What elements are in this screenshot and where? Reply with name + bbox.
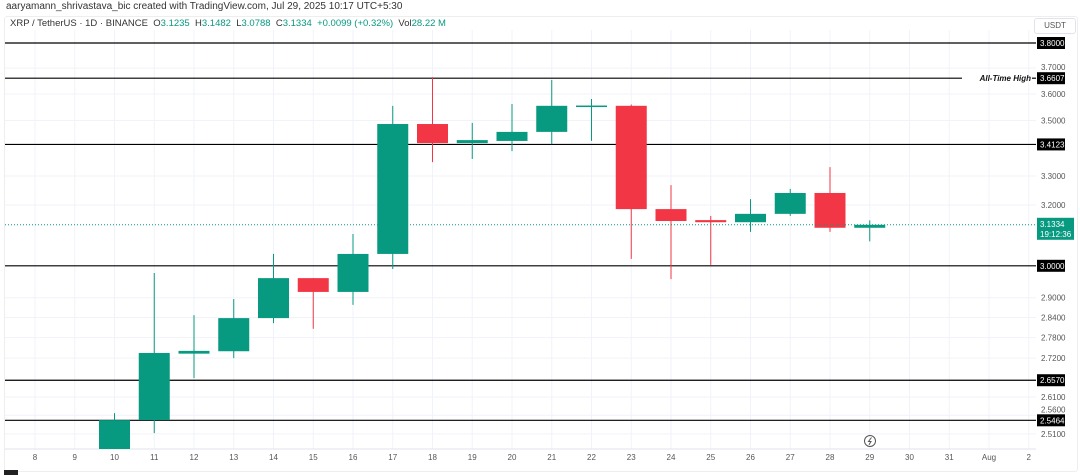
candle-body[interactable]	[178, 350, 210, 354]
price-tick-label: 2.5600	[1041, 405, 1066, 414]
price-level-label: 3.0000	[1040, 262, 1065, 271]
candle-countdown-label: 19:12:36	[1040, 230, 1072, 239]
current-price-label: 3.1334	[1040, 220, 1065, 229]
price-tick-label: 2.6100	[1041, 393, 1066, 402]
date-label: 10	[110, 453, 119, 462]
close-value: 3.1334	[282, 18, 312, 29]
date-label: 20	[508, 453, 517, 462]
date-label: 21	[547, 453, 556, 462]
candle-body[interactable]	[854, 224, 886, 228]
candle-body[interactable]	[297, 278, 329, 292]
date-label: 19	[468, 453, 477, 462]
chart-credit: aaryamann_shrivastava_bic created with T…	[6, 1, 403, 12]
currency-unit-button[interactable]: USDT	[1034, 18, 1076, 34]
price-tick-label: 3.3000	[1041, 172, 1066, 181]
price-level-label: 3.4123	[1040, 140, 1065, 149]
volume-value: 28.22 M	[411, 18, 446, 29]
low-value: 3.0788	[241, 18, 271, 29]
chart-frame	[4, 16, 1078, 472]
tradingview-logo	[4, 470, 18, 475]
date-label: 18	[428, 453, 437, 462]
symbol-legend: XRP / TetherUS · 1D · BINANCE O3.1235 H3…	[10, 18, 446, 29]
high-value: 3.1482	[201, 18, 231, 29]
date-label: 14	[269, 453, 278, 462]
change-value: +0.0099 (+0.32%)	[317, 18, 394, 29]
price-level-badge	[1037, 37, 1065, 49]
candle-body[interactable]	[337, 253, 369, 292]
low-label: L	[236, 18, 242, 29]
close-label: C	[275, 18, 283, 29]
price-tick-label: 2.8400	[1041, 313, 1066, 322]
price-level-badge	[1037, 414, 1065, 427]
price-level-badge	[1037, 138, 1065, 151]
high-label: H	[194, 18, 202, 29]
candle-body[interactable]	[99, 420, 130, 449]
date-label: 25	[706, 453, 715, 462]
candle-body[interactable]	[655, 209, 687, 222]
price-tick-label: 2.7200	[1041, 354, 1066, 363]
date-label: 9	[73, 453, 78, 462]
candle-body[interactable]	[735, 213, 766, 223]
open-label: O	[153, 18, 161, 29]
date-label: 16	[349, 453, 358, 462]
symbol-name[interactable]: XRP / TetherUS · 1D · BINANCE	[10, 18, 148, 29]
date-label: 29	[865, 453, 874, 462]
candle-body[interactable]	[138, 352, 170, 421]
date-label: 12	[190, 453, 199, 462]
price-level-label: 3.8000	[1040, 39, 1065, 48]
price-tick-label: 2.5100	[1041, 430, 1066, 439]
price-level-badge	[1037, 259, 1065, 272]
date-label: 2	[1027, 453, 1032, 462]
candle-body[interactable]	[814, 192, 846, 228]
candle-body[interactable]	[536, 105, 568, 132]
candle-body[interactable]	[417, 124, 448, 144]
price-tick-label: 3.7000	[1041, 63, 1066, 72]
price-tick-label: 2.9000	[1041, 294, 1066, 303]
candle-body[interactable]	[695, 220, 727, 223]
lightning-icon-glyph	[867, 437, 872, 446]
candle-body[interactable]	[615, 105, 647, 210]
price-tick-label: 3.6000	[1041, 90, 1066, 99]
date-label: 30	[905, 453, 914, 462]
candle-body[interactable]	[496, 131, 528, 141]
candle-body[interactable]	[258, 278, 289, 319]
open-value: 3.1235	[160, 18, 190, 29]
date-label: 27	[786, 453, 795, 462]
current-price-badge	[1037, 217, 1074, 240]
price-tick-label: 3.2000	[1041, 201, 1066, 210]
candle-body[interactable]	[456, 140, 488, 144]
price-level-label: 2.5464	[1040, 416, 1065, 425]
date-label: 11	[150, 453, 159, 462]
candle-body[interactable]	[576, 105, 607, 108]
date-label: 23	[627, 453, 636, 462]
all-time-high-label: All-Time High	[979, 74, 1032, 83]
price-tick-label: 2.7800	[1041, 334, 1066, 343]
date-label: 15	[309, 453, 318, 462]
date-label: Aug	[982, 453, 996, 462]
candle-body[interactable]	[377, 124, 409, 254]
candle-body[interactable]	[218, 318, 250, 352]
date-label: 17	[388, 453, 397, 462]
price-tick-label: 3.5000	[1041, 117, 1066, 126]
volume-label: Vol	[398, 18, 412, 29]
date-label: 22	[587, 453, 596, 462]
date-label: 31	[945, 453, 954, 462]
date-label: 28	[826, 453, 835, 462]
date-label: 26	[746, 453, 755, 462]
price-level-badge	[1037, 374, 1065, 387]
price-level-label: 3.6607	[1040, 74, 1065, 83]
date-label: 13	[229, 453, 238, 462]
date-label: 24	[667, 453, 676, 462]
price-level-label: 2.6570	[1040, 376, 1065, 385]
date-label: 8	[33, 453, 38, 462]
price-level-badge	[1037, 72, 1065, 85]
candle-body[interactable]	[774, 192, 806, 214]
lightning-icon[interactable]	[864, 435, 876, 447]
